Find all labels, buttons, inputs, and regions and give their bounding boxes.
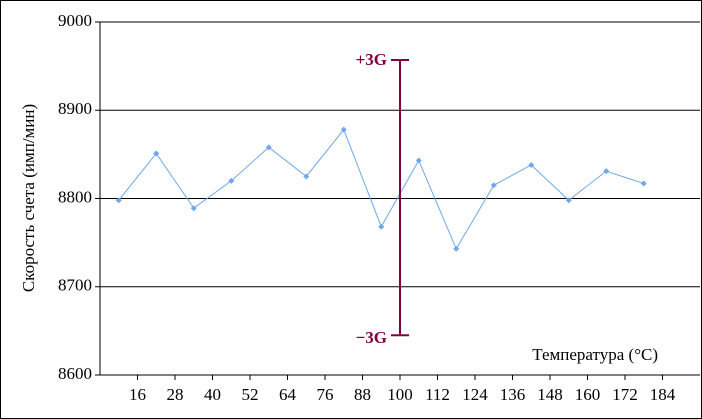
point — [490, 182, 497, 189]
series-line — [118, 128, 644, 250]
point — [228, 177, 235, 184]
x-tick-label: 52 — [242, 385, 259, 404]
x-tick-label: 76 — [317, 385, 334, 404]
x-tick-label: 148 — [537, 385, 563, 404]
point — [415, 157, 422, 164]
point — [603, 168, 610, 175]
x-tick-label: 64 — [279, 385, 297, 404]
x-axis-label: Температура (°C) — [532, 345, 658, 364]
point — [565, 197, 572, 204]
point — [528, 161, 535, 168]
x-tick-label: 100 — [387, 385, 413, 404]
point — [453, 245, 460, 252]
x-tick-label: 160 — [575, 385, 601, 404]
y-tick-label: 9000 — [58, 11, 92, 30]
y-tick-label: 8900 — [58, 99, 92, 118]
x-tick-label: 28 — [167, 385, 184, 404]
point — [115, 197, 122, 204]
x-tick-label: 136 — [500, 385, 526, 404]
error-label: −3G — [356, 328, 387, 347]
error-label: +3G — [356, 50, 387, 69]
x-tick-label: 16 — [129, 385, 146, 404]
x-tick-label: 88 — [354, 385, 371, 404]
point — [340, 126, 347, 133]
y-axis-label: Скорость счета (имп/мин) — [19, 104, 38, 292]
x-tick-label: 40 — [204, 385, 221, 404]
x-tick-label: 112 — [425, 385, 450, 404]
y-tick-label: 8700 — [58, 276, 92, 295]
x-tick-label: 172 — [612, 385, 638, 404]
y-tick-label: 8800 — [58, 187, 92, 206]
x-tick-label: 184 — [650, 385, 676, 404]
point — [153, 150, 160, 157]
point — [640, 180, 647, 187]
point — [303, 173, 310, 180]
point — [265, 144, 272, 151]
point — [190, 205, 197, 212]
point — [378, 223, 385, 230]
x-tick-label: 124 — [462, 385, 488, 404]
y-tick-label: 8600 — [58, 364, 92, 383]
